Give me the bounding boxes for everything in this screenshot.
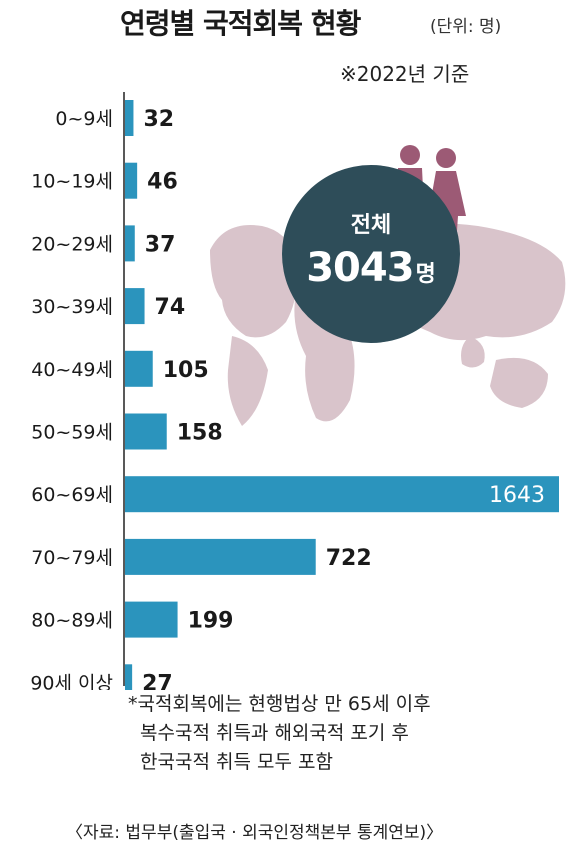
- bar: [125, 100, 134, 136]
- unit-label: (단위: 명): [430, 17, 502, 37]
- footnote-line-2: 복수국적 취득과 해외국적 포기 후: [140, 722, 409, 744]
- footnote: *국적회복에는 현행법상 만 65세 이후 복수국적 취득과 해외국적 포기 후…: [128, 690, 431, 777]
- value-label: 158: [177, 421, 223, 446]
- bar: [125, 476, 559, 513]
- value-label: 46: [147, 170, 178, 195]
- value-label: 74: [155, 295, 186, 320]
- total-label: 전체: [350, 213, 392, 238]
- category-label: 40~49세: [31, 359, 113, 381]
- category-label: 50~59세: [31, 422, 113, 444]
- category-label: 30~39세: [31, 296, 113, 318]
- value-label: 32: [143, 107, 174, 132]
- chart-title: 연령별 국적회복 현황: [120, 7, 361, 40]
- bar: [125, 225, 135, 262]
- value-label: 722: [326, 546, 372, 571]
- value-label: 37: [145, 232, 176, 257]
- category-label: 0~9세: [55, 108, 113, 130]
- footnote-line-3: 한국국적 취득 모두 포함: [140, 751, 333, 773]
- footnote-line-1: *국적회복에는 현행법상 만 65세 이후: [128, 693, 431, 715]
- category-label: 70~79세: [31, 547, 113, 569]
- category-label: 90세 이상: [30, 672, 113, 690]
- bar: [125, 162, 138, 199]
- bar: [125, 601, 178, 638]
- bar: [125, 538, 316, 575]
- bar: [125, 350, 153, 387]
- bar: [125, 664, 133, 690]
- value-label: 1643: [489, 483, 545, 508]
- total-value-wrap: 3043명: [282, 245, 460, 291]
- category-label: 20~29세: [31, 233, 113, 255]
- category-label: 60~69세: [31, 484, 113, 506]
- basis-label: ※2022년 기준: [340, 62, 470, 86]
- title-row: 연령별 국적회복 현황 (단위: 명): [0, 0, 580, 48]
- total-value: 3043: [306, 245, 414, 291]
- bar: [125, 288, 145, 325]
- source-note: 〈자료: 법무부(출입국 · 외국인정책본부 통계연보)〉: [66, 823, 444, 843]
- value-label: 199: [188, 609, 234, 634]
- bar: [125, 413, 167, 450]
- total-circle: 전체 3043명: [282, 165, 460, 343]
- value-label: 27: [142, 671, 173, 690]
- bar-chart: 0~9세 10~19세 20~29세 30~39세 40~49세 50~59세 60~69세…: [30, 92, 566, 690]
- category-label: 80~89세: [31, 610, 113, 632]
- total-unit: 명: [415, 262, 436, 287]
- category-label: 10~19세: [31, 171, 113, 193]
- value-label: 105: [163, 358, 209, 383]
